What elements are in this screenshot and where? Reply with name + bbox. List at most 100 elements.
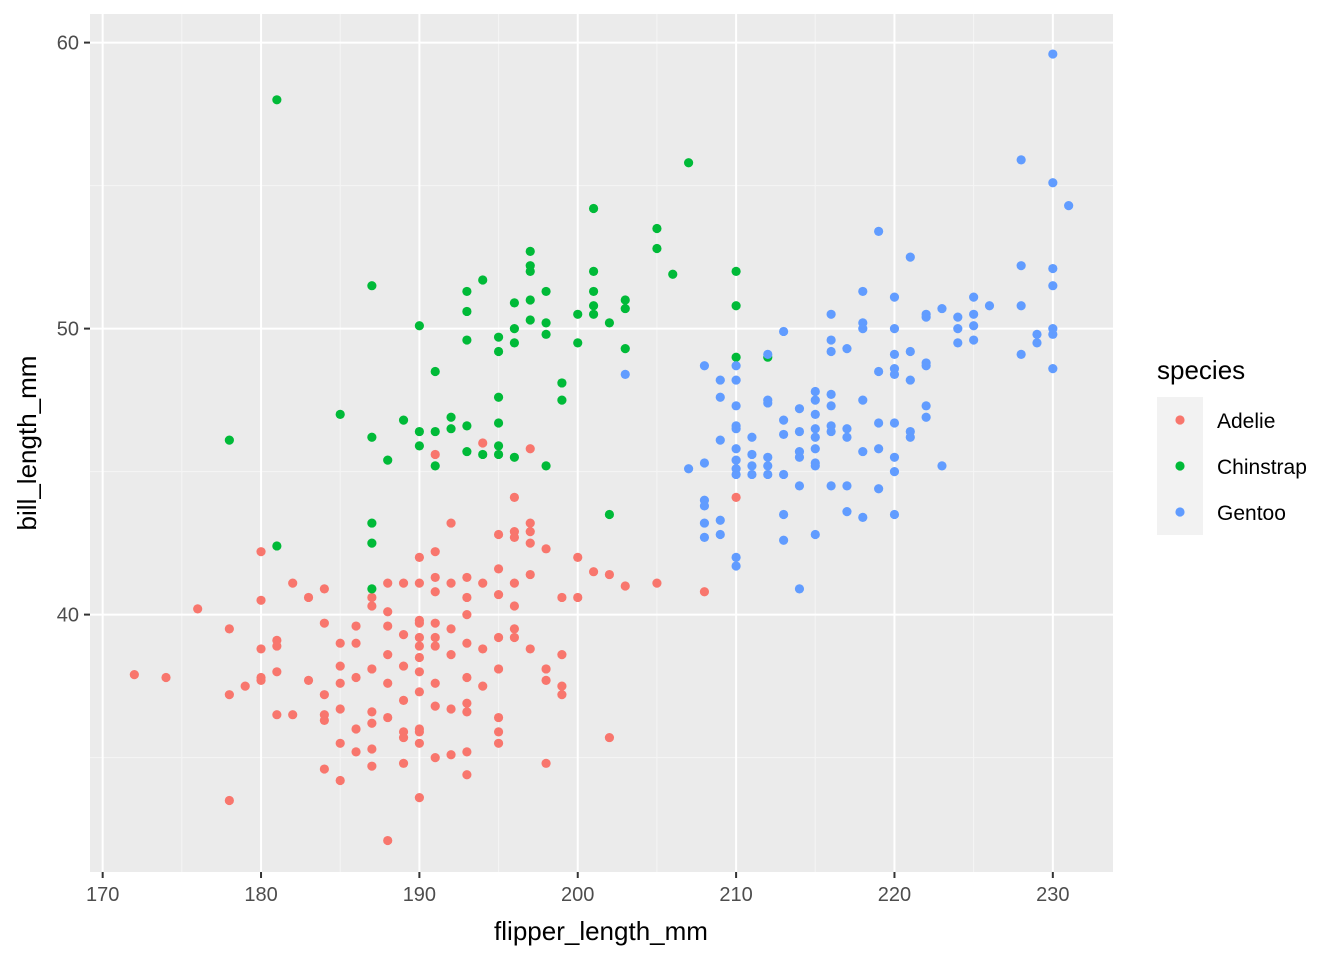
- gentoo-point: [763, 461, 773, 471]
- chinstrap-point: [573, 338, 583, 348]
- gentoo-point: [937, 461, 947, 471]
- adelie-point: [288, 578, 298, 588]
- adelie-point: [288, 710, 298, 720]
- gentoo-point: [699, 458, 710, 468]
- gentoo-point: [794, 584, 805, 594]
- gentoo-point: [1048, 178, 1058, 188]
- adelie-point: [525, 569, 535, 580]
- chinstrap-point: [731, 352, 741, 362]
- chinstrap-point: [588, 266, 599, 276]
- gentoo-point: [763, 452, 773, 462]
- adelie-point: [335, 775, 345, 786]
- x-tick-label: 200: [561, 884, 594, 906]
- legend-keys: Adelie Chinstrap Gentoo: [1157, 397, 1307, 535]
- adelie-point: [446, 518, 456, 528]
- chinstrap-point: [493, 332, 504, 342]
- adelie-point: [414, 618, 424, 628]
- legend: species Adelie Chinstrap Gentoo: [1157, 355, 1307, 535]
- adelie-point: [462, 707, 472, 717]
- gentoo-point: [905, 375, 915, 385]
- gentoo-point: [937, 303, 947, 314]
- chinstrap-point: [493, 418, 504, 428]
- gentoo-point: [779, 326, 789, 337]
- gentoo-point: [763, 398, 773, 408]
- adelie-point: [699, 587, 710, 597]
- adelie-point: [604, 569, 615, 580]
- adelie-point: [462, 592, 472, 603]
- gentoo-point: [858, 512, 868, 522]
- chinstrap-point: [652, 223, 662, 234]
- gentoo-point: [842, 344, 852, 354]
- adelie-point: [557, 681, 567, 691]
- adelie-point: [240, 681, 250, 691]
- gentoo-point: [779, 509, 789, 520]
- gentoo-point: [747, 432, 757, 442]
- chinstrap-point: [557, 378, 567, 388]
- gentoo-point: [1016, 301, 1026, 311]
- legend-title: species: [1157, 355, 1245, 385]
- gentoo-point: [810, 409, 820, 419]
- gentoo-point: [1016, 349, 1026, 359]
- adelie-point: [335, 661, 345, 671]
- adelie-point: [557, 592, 567, 603]
- chinstrap-point: [478, 275, 488, 285]
- chinstrap-point: [525, 246, 535, 256]
- gentoo-point: [731, 401, 741, 411]
- adelie-point: [525, 644, 535, 654]
- adelie-point: [493, 589, 504, 600]
- x-tick-label: 180: [244, 884, 277, 906]
- gentoo-point: [763, 469, 773, 480]
- gentoo-point: [826, 481, 836, 491]
- gentoo-point: [874, 418, 884, 428]
- chinstrap-point: [383, 455, 393, 465]
- adelie-point: [414, 793, 424, 803]
- adelie-point: [272, 667, 282, 677]
- adelie-point: [509, 632, 520, 643]
- chinstrap-point: [525, 266, 535, 276]
- adelie-point: [478, 578, 488, 588]
- adelie-point: [367, 718, 377, 728]
- adelie-point: [493, 712, 504, 723]
- gentoo-point: [889, 452, 900, 462]
- gentoo-point: [826, 309, 836, 319]
- chinstrap-point: [683, 158, 694, 168]
- chinstrap-point: [430, 461, 440, 471]
- adelie-point: [430, 632, 440, 643]
- adelie-point: [462, 672, 472, 683]
- chinstrap-point: [588, 309, 599, 319]
- chinstrap-point: [620, 303, 630, 314]
- gentoo-point: [889, 324, 900, 334]
- gentoo-point: [715, 392, 725, 402]
- x-tick-label: 230: [1036, 884, 1069, 906]
- chinstrap-point: [462, 306, 472, 317]
- gentoo-point: [1048, 281, 1058, 291]
- chinstrap-point: [557, 395, 567, 405]
- gentoo-point: [858, 395, 868, 405]
- chinstrap-point: [367, 281, 377, 291]
- gentoo-point: [699, 532, 710, 542]
- adelie-point: [430, 618, 440, 628]
- gentoo-point: [921, 361, 931, 371]
- adelie-point: [446, 624, 456, 634]
- adelie-point: [462, 638, 472, 648]
- adelie-point: [383, 578, 393, 588]
- gentoo-point: [810, 432, 820, 442]
- adelie-point: [383, 678, 393, 688]
- chinstrap-point: [367, 538, 377, 548]
- adelie-point: [272, 710, 282, 720]
- adelie-point: [493, 664, 504, 674]
- gentoo-point: [826, 346, 836, 357]
- gentoo-point: [969, 335, 979, 345]
- adelie-point: [335, 738, 345, 748]
- gentoo-point: [731, 455, 741, 465]
- chinstrap-point: [224, 435, 234, 445]
- adelie-point: [256, 644, 266, 654]
- chinstrap-point: [541, 318, 551, 328]
- data-points: [129, 49, 1074, 846]
- adelie-point: [509, 601, 520, 611]
- gentoo-point: [953, 312, 963, 322]
- adelie-point: [731, 492, 741, 502]
- adelie-point: [414, 667, 424, 677]
- gentoo-point: [779, 415, 789, 425]
- adelie-point: [493, 738, 504, 748]
